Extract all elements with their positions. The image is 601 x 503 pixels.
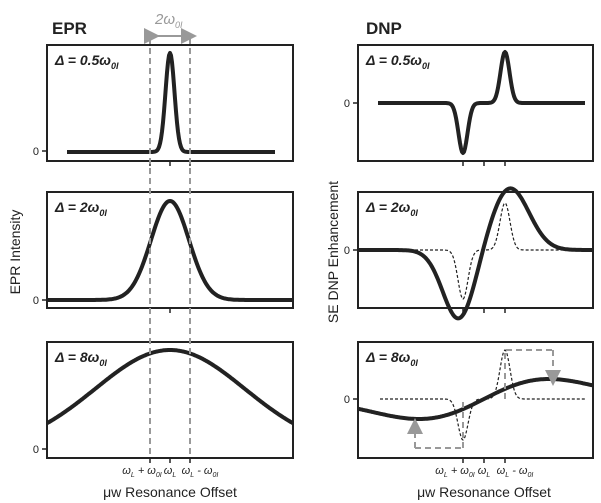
x-tick-label: ωL xyxy=(478,465,491,479)
t-main: ω xyxy=(435,465,444,477)
label-main: Δ = 2ω xyxy=(365,199,411,215)
label-sub: 0I xyxy=(410,358,418,368)
width-label: 2ω0I xyxy=(154,11,183,30)
t-sub2: 0I xyxy=(527,472,533,479)
label-main: Δ = 2ω xyxy=(54,199,100,215)
guide-box xyxy=(504,349,553,399)
label-main: Δ = 0.5ω xyxy=(54,52,111,68)
t-sub: L xyxy=(486,472,490,479)
x-label-left: μw Resonance Offset xyxy=(103,484,237,500)
label-main: Δ = 8ω xyxy=(54,349,100,365)
t-sub: L xyxy=(505,472,509,479)
panel-label: Δ = 0.5ω0I xyxy=(365,52,430,71)
zero-label: 0 xyxy=(344,98,350,110)
x-label-right: μw Resonance Offset xyxy=(417,484,551,500)
t-main: ω xyxy=(182,465,191,477)
t-rest: - ω xyxy=(194,465,213,477)
panel-label: Δ = 0.5ω0I xyxy=(54,52,119,71)
zero-label: 0 xyxy=(33,444,39,456)
t-sub: L xyxy=(172,472,176,479)
zero-label: 0 xyxy=(33,146,39,158)
x-tick-label: ωL xyxy=(164,465,177,479)
t-sub2: 0I xyxy=(212,472,218,479)
label-main: Δ = 0.5ω xyxy=(365,52,422,68)
zero-label: 0 xyxy=(344,245,350,257)
panel-label: Δ = 8ω0I xyxy=(365,349,418,368)
t-sub: L xyxy=(131,472,135,479)
x-tick-label: ωL - ω0I xyxy=(497,465,534,479)
x-tick-label: ωL + ω0I xyxy=(122,465,161,479)
t-sub2: 0I xyxy=(469,472,475,479)
t-main: ω xyxy=(497,465,506,477)
x-tick-label: ωL + ω0I xyxy=(435,465,474,479)
t-rest: + ω xyxy=(448,465,470,477)
t-main: ω xyxy=(478,465,487,477)
x-tick-label: ωL - ω0I xyxy=(182,465,219,479)
panel-label: Δ = 2ω0I xyxy=(365,199,418,218)
epr-y-label: EPR Intensity xyxy=(7,210,23,295)
t-sub2: 0I xyxy=(156,472,162,479)
zero-label: 0 xyxy=(344,394,350,406)
t-main: ω xyxy=(164,465,173,477)
t-main: ω xyxy=(122,465,131,477)
guide-box xyxy=(415,400,464,449)
curve xyxy=(45,348,295,425)
panel-frame xyxy=(357,341,594,459)
t-sub: L xyxy=(190,472,194,479)
t-rest: + ω xyxy=(135,465,157,477)
curve-thin xyxy=(380,202,585,300)
curve xyxy=(377,50,586,155)
curve-thin xyxy=(380,349,585,441)
panel-label: Δ = 2ω0I xyxy=(54,199,107,218)
panel-label: Δ = 8ω0I xyxy=(54,349,107,368)
t-sub: L xyxy=(444,472,448,479)
dnp-heading: DNP xyxy=(366,19,402,38)
zero-label: 0 xyxy=(33,295,39,307)
label-sub: 0I xyxy=(410,208,418,218)
label-sub: 0I xyxy=(422,61,430,71)
dnp-y-label: SE DNP Enhancement xyxy=(325,181,341,323)
epr-heading: EPR xyxy=(52,19,87,38)
t-rest: - ω xyxy=(509,465,528,477)
label-main: Δ = 8ω xyxy=(365,349,411,365)
curve xyxy=(66,51,276,154)
curve xyxy=(46,199,294,302)
label-sub: 0I xyxy=(99,208,107,218)
label-sub: 0I xyxy=(111,61,119,71)
label-sub: 0I xyxy=(99,358,107,368)
